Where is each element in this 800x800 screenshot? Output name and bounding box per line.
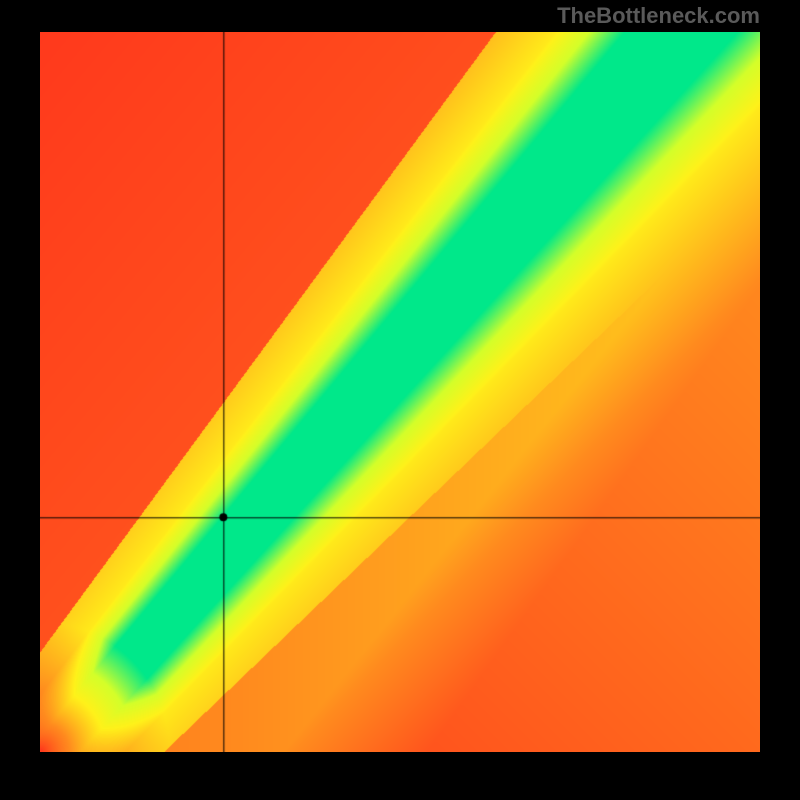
watermark-text: TheBottleneck.com <box>557 3 760 29</box>
heatmap-plot <box>40 32 760 752</box>
chart-container: TheBottleneck.com <box>0 0 800 800</box>
crosshair-overlay <box>40 32 760 752</box>
